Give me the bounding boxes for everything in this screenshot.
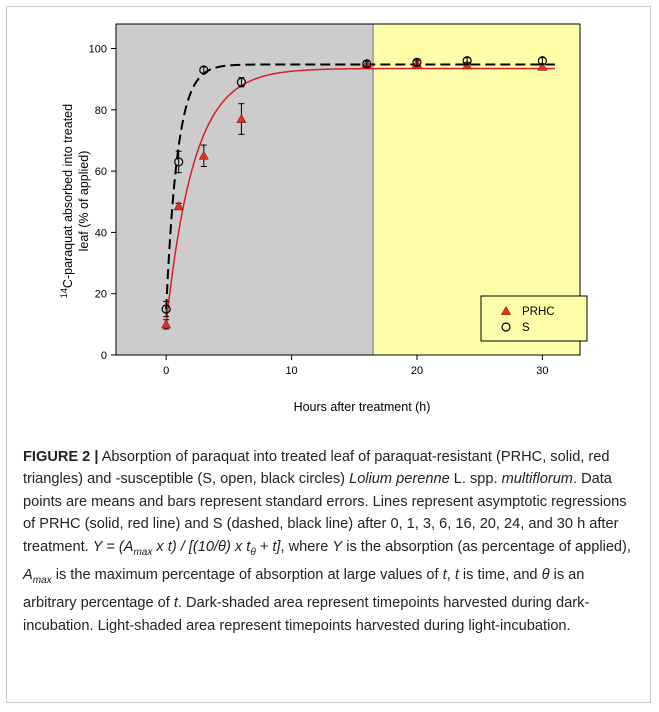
svg-text:14C-paraquat absorbed into tre: 14C-paraquat absorbed into treated — [59, 104, 75, 298]
x-tick-label: 30 — [536, 365, 548, 377]
caption-segment: L. spp. — [449, 471, 502, 488]
data-point-s — [362, 59, 372, 69]
x-tick-label: 0 — [163, 365, 169, 377]
y-tick-label: 0 — [101, 350, 107, 362]
caption-segment: max — [133, 546, 153, 558]
caption-segment: t — [173, 595, 178, 612]
caption-segment: θ — [541, 566, 550, 583]
caption-segment: , — [446, 566, 455, 583]
legend-s-marker — [501, 322, 511, 332]
y-tick-label: 80 — [95, 105, 107, 117]
data-point-s — [462, 56, 472, 66]
caption-segment: x t) / [(10/θ) x t — [152, 538, 251, 555]
plot-frame — [115, 23, 581, 356]
y-axis-label-superscript: 14 — [59, 288, 69, 298]
triangle-marker — [161, 319, 172, 329]
circle-marker — [199, 65, 209, 75]
y-axis-label: 14C-paraquat absorbed into treated leaf … — [59, 104, 91, 298]
y-axis-label-line1: C-paraquat absorbed into treated — [61, 104, 75, 288]
caption-segment: is time, and — [458, 566, 542, 583]
caption-segment: is an arbitrary percentage of — [23, 566, 585, 612]
figure-caption: FIGURE 2 | Absorption of paraquat into t… — [23, 446, 635, 637]
y-tick-label: 100 — [89, 44, 107, 56]
legend-s-label: S — [522, 322, 530, 334]
data-point-s — [537, 56, 547, 66]
caption-segment: max — [32, 574, 52, 586]
caption-segment: . Data points are means and bars represe… — [23, 471, 627, 555]
caption-segment: . Dark-shaded area represent timepoints … — [23, 595, 590, 634]
region-dark-incubation — [116, 24, 374, 355]
caption-segment: θ — [250, 546, 256, 558]
data-point-s — [174, 150, 184, 174]
circle-marker — [362, 59, 372, 69]
circle-marker — [174, 157, 184, 167]
data-point-s — [236, 77, 247, 88]
data-point-prhc — [173, 201, 184, 211]
caption-figure-label: FIGURE 2 | — [23, 449, 99, 465]
circle-marker — [161, 304, 171, 314]
fit-curve-prhc — [165, 67, 555, 325]
caption-segment: Lolium perenne — [349, 471, 450, 488]
legend-prhc-marker — [500, 305, 512, 315]
x-axis-label: Hours after treatment (h) — [294, 400, 431, 414]
data-point-prhc — [161, 319, 172, 330]
y-tick-label: 20 — [95, 289, 107, 301]
caption-segment: is the absorption (as percentage of appl… — [342, 538, 631, 555]
legend-box — [480, 295, 588, 342]
data-point-s — [412, 57, 422, 67]
data-point-s — [199, 65, 209, 75]
circle-marker — [537, 56, 547, 66]
y-tick-label: 40 — [95, 227, 107, 239]
caption-segment: t — [442, 566, 447, 583]
y-axis-label-line2: leaf (% of applied) — [77, 151, 91, 252]
circle-marker — [236, 77, 247, 87]
caption-segment: Y = (A — [92, 538, 134, 555]
y-tick-label: 60 — [95, 166, 107, 178]
x-tick-label: 10 — [285, 365, 297, 377]
circle-marker — [412, 57, 422, 67]
circle-marker — [462, 56, 472, 66]
caption-segment: Absorption of paraquat into treated leaf… — [23, 449, 610, 488]
caption-segment: multiflorum — [501, 471, 573, 488]
data-point-prhc — [198, 144, 209, 168]
absorption-chart: 0 10 20 30 0 20 40 60 80 100 PRHC S Hours after t… — [59, 23, 588, 414]
triangle-marker — [198, 150, 209, 160]
triangle-marker — [537, 61, 548, 71]
legend: PRHC S — [480, 295, 588, 342]
data-point-s — [161, 300, 171, 318]
caption-segment: is the maximum percentage of absorption … — [51, 566, 443, 583]
triangle-marker — [173, 201, 184, 211]
triangle-marker — [236, 113, 247, 123]
data-point-prhc — [236, 103, 247, 135]
caption-segment: , where — [280, 538, 333, 555]
fit-curve-s — [165, 63, 555, 310]
caption-segment: + t] — [255, 538, 281, 555]
caption-segment: A — [23, 566, 33, 583]
x-tick-label: 20 — [411, 365, 423, 377]
caption-text: Absorption of paraquat into treated leaf… — [23, 449, 631, 634]
caption-segment: Y — [332, 538, 343, 555]
legend-prhc-label: PRHC — [522, 306, 555, 318]
caption-segment: t — [454, 566, 459, 583]
